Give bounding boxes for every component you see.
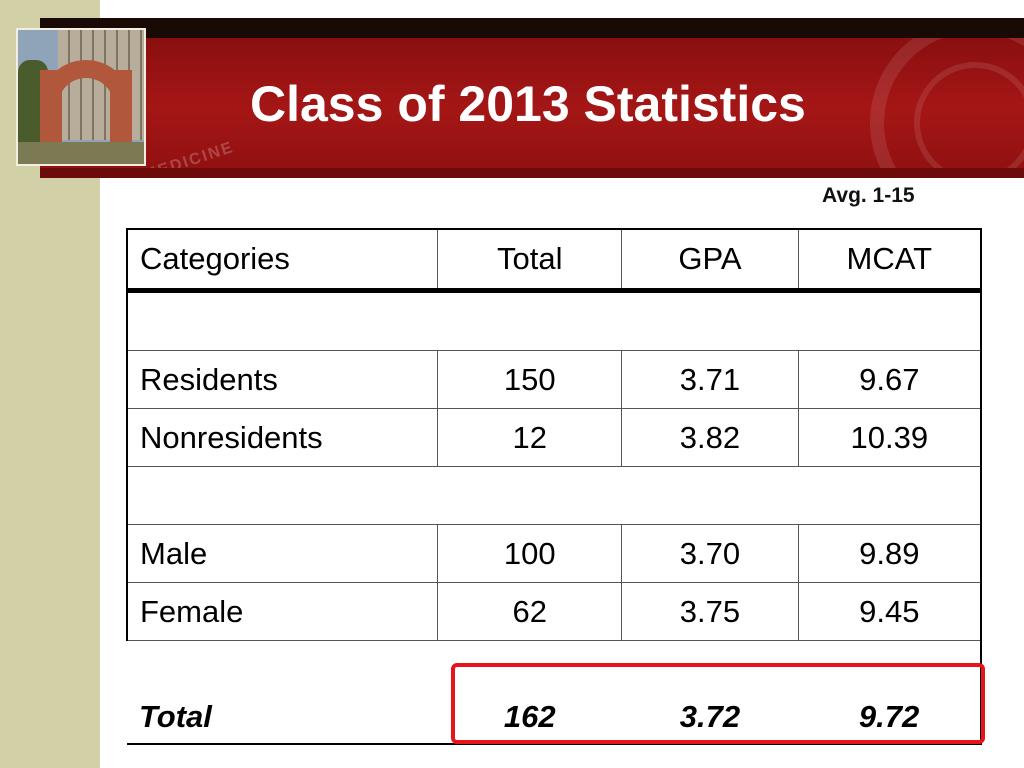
row-category: Residents — [126, 350, 439, 409]
row-mcat: 9.67 — [797, 350, 982, 409]
spacer-row — [126, 466, 982, 525]
row-mcat: 9.89 — [797, 524, 982, 583]
table-row: Residents 150 3.71 9.67 — [126, 350, 982, 409]
spacer-row — [126, 290, 982, 351]
row-gpa: 3.70 — [621, 524, 799, 583]
photo-arch-right-pillar — [110, 70, 132, 164]
banner-shade — [40, 168, 1024, 178]
table-header-row: Categories Total GPA MCAT — [126, 228, 982, 293]
seal-inner-ring — [914, 62, 1024, 178]
row-total: 150 — [437, 350, 623, 409]
college-seal-watermark — [870, 38, 1024, 178]
header-gpa: GPA — [621, 228, 799, 293]
table-row: Male 100 3.70 9.89 — [126, 524, 982, 583]
row-mcat: 9.45 — [797, 582, 982, 641]
header-categories: Categories — [126, 228, 439, 293]
row-category: Male — [126, 524, 439, 583]
statistics-table: Categories Total GPA MCAT Residents 150 … — [126, 228, 982, 745]
photo-ground — [18, 142, 144, 164]
row-total: 100 — [437, 524, 623, 583]
average-note: Avg. 1-15 — [822, 184, 915, 207]
row-total: 12 — [437, 408, 623, 467]
header-black-band — [40, 18, 1024, 38]
row-gpa: 3.71 — [621, 350, 799, 409]
header-total: Total — [437, 228, 623, 293]
header-banner: OF MEDICINE — [40, 38, 1024, 178]
row-mcat: 10.39 — [797, 408, 982, 467]
slide-title: Class of 2013 Statistics — [250, 76, 806, 132]
campus-arch-photo — [16, 28, 146, 166]
top-strip — [100, 0, 1024, 22]
table-row: Female 62 3.75 9.45 — [126, 582, 982, 641]
total-row: Total 162 3.72 9.72 — [127, 640, 982, 745]
spacer-cell — [126, 466, 982, 525]
photo-arch-left-pillar — [40, 70, 62, 164]
total-highlight-box — [451, 663, 985, 744]
row-category: Nonresidents — [126, 408, 439, 467]
spacer-cell — [126, 290, 982, 351]
total-gpa: 3.72 — [621, 640, 799, 745]
row-total: 62 — [437, 582, 623, 641]
row-gpa: 3.82 — [621, 408, 799, 467]
row-category: Female — [126, 582, 439, 641]
total-label: Total — [127, 640, 438, 745]
total-count: 162 — [437, 640, 622, 745]
header-mcat: MCAT — [797, 228, 982, 293]
total-mcat: 9.72 — [798, 640, 982, 745]
table-row: Nonresidents 12 3.82 10.39 — [126, 408, 982, 467]
row-gpa: 3.75 — [621, 582, 799, 641]
